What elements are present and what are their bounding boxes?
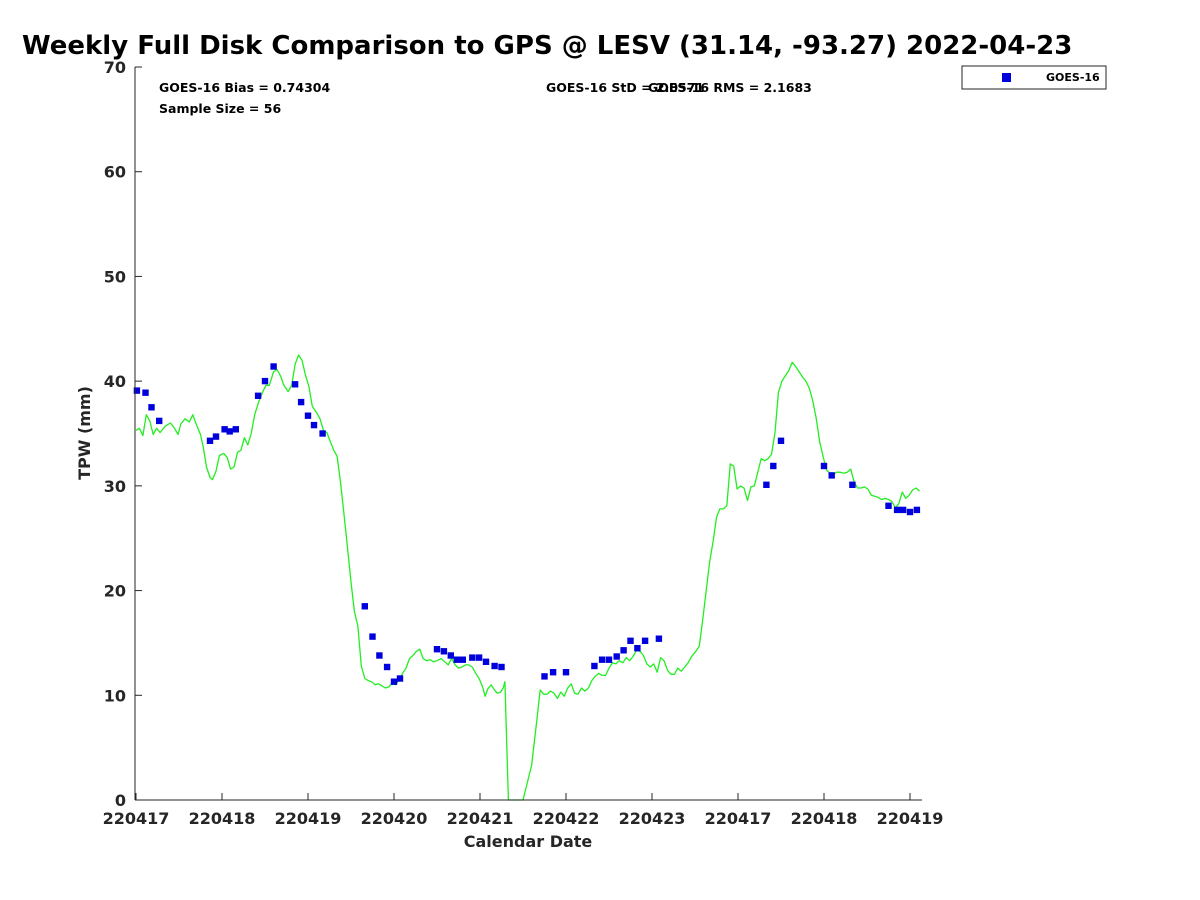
goes-16-point: [212, 433, 220, 440]
goes-16-point: [828, 472, 835, 479]
goes-16-point: [605, 656, 613, 663]
goes-16-point: [893, 506, 901, 514]
y-tick-label: 20: [104, 582, 126, 601]
goes-16-point: [459, 656, 466, 663]
goes-16-point: [261, 377, 269, 385]
goes-16-point: [899, 506, 907, 514]
goes-16-point: [232, 426, 239, 433]
goes-16-point: [369, 633, 376, 640]
goes-16-point: [297, 398, 305, 406]
goes-16-point: [376, 652, 383, 659]
goes-16-point: [221, 426, 228, 433]
y-tick-label: 10: [104, 686, 126, 705]
y-tick-label: 40: [104, 372, 126, 391]
x-tick-label: 220421: [447, 809, 514, 828]
gps-series-layer: [135, 354, 920, 801]
goes-16-point: [447, 652, 454, 659]
plot-area: [135, 67, 922, 800]
goes-16-point: [148, 404, 155, 411]
goes-16-point: [906, 508, 914, 516]
x-tick-label: 220417: [705, 809, 772, 828]
goes-16-point: [641, 637, 649, 644]
goes-16-point: [613, 653, 620, 660]
goes-16-point: [491, 662, 498, 670]
goes-16-point: [390, 678, 398, 685]
y-tick-label: 0: [115, 791, 126, 810]
goes-16-point: [770, 462, 777, 470]
goes-16-point: [482, 658, 490, 665]
legend-label-goes-16: GOES-16: [1046, 71, 1100, 84]
goes-16-point: [133, 387, 141, 394]
bias-stat: GOES-16 Bias = 0.74304: [159, 80, 330, 95]
goes-16-point: [304, 412, 312, 419]
goes-16-point: [142, 389, 149, 396]
goes-series-layer: [133, 363, 921, 685]
chart-title: Weekly Full Disk Comparison to GPS @ LES…: [22, 31, 1072, 61]
y-tick-label: 30: [104, 477, 126, 496]
y-axis-label: TPW (mm): [75, 386, 94, 480]
goes-16-point: [634, 645, 641, 652]
x-tick-label: 220420: [361, 809, 428, 828]
x-axis-label: Calendar Date: [464, 832, 593, 851]
x-tick-label: 220418: [189, 809, 256, 828]
goes-16-point: [156, 417, 163, 425]
goes-16-point: [291, 381, 299, 388]
goes-16-point: [763, 481, 770, 488]
legend: GOES-16: [961, 65, 1107, 90]
sample-size-stat: Sample Size = 56: [159, 101, 281, 116]
x-tick-label: 220417: [103, 809, 170, 828]
goes-16-point: [820, 462, 828, 470]
rms-stat: GOES-16 RMS = 2.1683: [648, 80, 812, 95]
x-tick-label: 220422: [533, 809, 600, 828]
goes-16-point: [591, 662, 598, 670]
goes-16-point: [433, 646, 441, 653]
goes-16-point: [885, 502, 892, 509]
goes-16-point: [396, 675, 404, 682]
y-tick-label: 70: [104, 58, 126, 77]
goes-16-point: [206, 437, 214, 444]
y-axis-ticks: 0 10 20 30 40 50 60 70: [104, 58, 142, 810]
goes-16-point: [913, 506, 921, 514]
goes-16-point: [562, 669, 570, 676]
x-axis-ticks: 220417 220418 220419 220420 220421 220422 2204…: [103, 793, 944, 828]
goes-16-point: [598, 656, 606, 663]
std-stat: GOES-16 StD = 2.0571: [546, 80, 704, 95]
gps-series-line: [135, 354, 920, 801]
goes-16-point: [777, 437, 785, 444]
goes-16-point: [498, 663, 505, 671]
legend-marker-goes-16: [1002, 73, 1011, 82]
goes-16-point: [627, 637, 634, 644]
goes-16-point: [319, 430, 326, 437]
goes-16-point: [541, 673, 548, 680]
y-tick-label: 50: [104, 267, 126, 286]
x-tick-label: 220419: [275, 809, 342, 828]
goes-16-point: [226, 428, 233, 435]
goes-16-point: [849, 481, 856, 488]
goes-16-point: [655, 635, 663, 642]
goes-16-point: [383, 663, 391, 671]
goes-16-point: [475, 654, 483, 661]
x-tick-label: 220419: [877, 809, 944, 828]
goes-16-point: [453, 656, 460, 663]
goes-16-point: [469, 654, 476, 661]
goes-16-point: [310, 421, 318, 429]
legend-box: [961, 65, 1107, 90]
y-tick-label: 60: [104, 163, 126, 182]
goes-16-point: [440, 648, 448, 655]
goes-16-point: [254, 392, 262, 399]
x-tick-label: 220418: [791, 809, 858, 828]
goes-16-point: [270, 363, 277, 370]
x-tick-label: 220423: [619, 809, 686, 828]
goes-16-point: [361, 603, 368, 610]
goes-16-point: [620, 647, 627, 654]
goes-16-point: [549, 669, 557, 676]
